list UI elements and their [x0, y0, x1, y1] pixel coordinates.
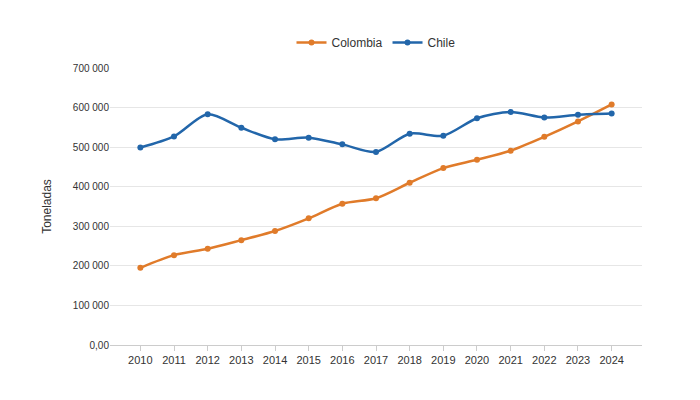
svg-text:2021: 2021 — [498, 354, 522, 366]
svg-text:2023: 2023 — [566, 354, 590, 366]
svg-text:500 000: 500 000 — [73, 142, 110, 153]
svg-text:2014: 2014 — [263, 354, 287, 366]
svg-text:2011: 2011 — [162, 354, 186, 366]
svg-text:2015: 2015 — [296, 354, 320, 366]
svg-text:400 000: 400 000 — [73, 181, 110, 192]
svg-text:2013: 2013 — [229, 354, 253, 366]
svg-text:Chile: Chile — [428, 36, 456, 50]
svg-text:2016: 2016 — [330, 354, 354, 366]
svg-text:2017: 2017 — [364, 354, 388, 366]
svg-text:Colombia: Colombia — [332, 36, 383, 50]
svg-text:2012: 2012 — [195, 354, 219, 366]
svg-text:2018: 2018 — [397, 354, 421, 366]
svg-text:0,00: 0,00 — [90, 340, 110, 351]
svg-text:700 000: 700 000 — [73, 63, 110, 74]
svg-text:2020: 2020 — [465, 354, 489, 366]
svg-text:100 000: 100 000 — [73, 300, 110, 311]
svg-text:300 000: 300 000 — [73, 221, 110, 232]
svg-text:2024: 2024 — [599, 354, 623, 366]
svg-text:2022: 2022 — [532, 354, 556, 366]
svg-text:2010: 2010 — [128, 354, 152, 366]
svg-text:200 000: 200 000 — [73, 260, 110, 271]
svg-text:600 000: 600 000 — [73, 102, 110, 113]
svg-text:Toneladas: Toneladas — [40, 179, 54, 234]
svg-text:2019: 2019 — [431, 354, 455, 366]
